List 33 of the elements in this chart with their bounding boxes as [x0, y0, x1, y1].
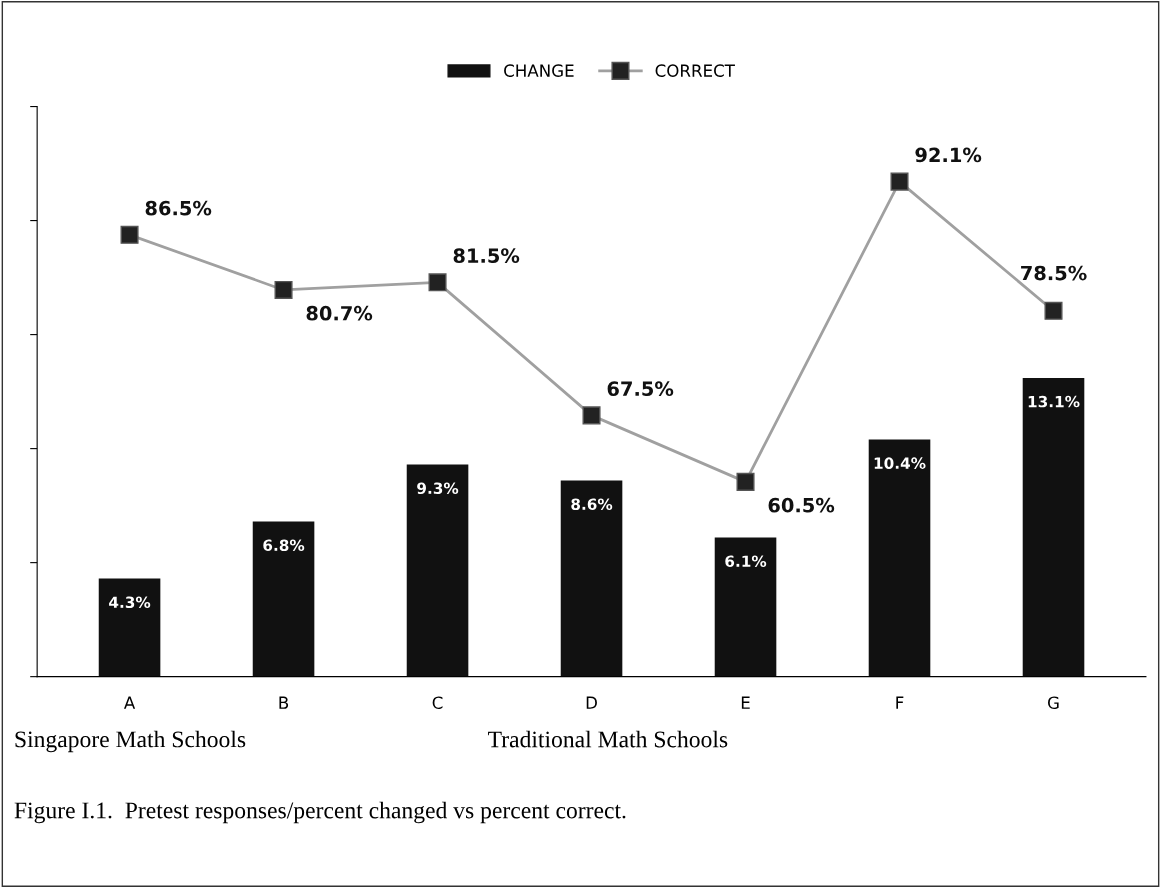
data-label: 78.5% — [1021, 265, 1087, 281]
data-label: 86.5% — [145, 200, 212, 216]
text: Figure I.1. Pretest responses/percent changed vs percent correct. — [14, 801, 626, 824]
data-label: 10.4% — [874, 457, 926, 469]
x-tick-label: C — [432, 696, 443, 709]
data-label: 13.1% — [1028, 395, 1080, 408]
bar — [868, 439, 931, 677]
bar — [560, 480, 623, 677]
bar — [406, 464, 469, 677]
data-label: 92.1% — [915, 147, 982, 163]
x-tick-label: F — [896, 696, 904, 709]
data-label: 80.7% — [306, 305, 373, 321]
data-label: 9.3% — [417, 482, 459, 495]
data-label: 4.3% — [109, 596, 151, 609]
bar — [252, 521, 315, 677]
bar — [1022, 377, 1085, 677]
data-label: 67.5% — [607, 381, 674, 396]
data-label: 6.8% — [263, 539, 305, 552]
data-label: 8.6% — [571, 498, 613, 510]
text: Traditional Math Schools — [488, 730, 728, 748]
x-tick-label: B — [279, 696, 289, 709]
legend-label: CHANGE — [504, 64, 574, 77]
bar — [98, 578, 161, 677]
x-tick-label: E — [741, 696, 750, 709]
data-label: 6.1% — [725, 555, 767, 567]
data-label: 81.5% — [453, 248, 520, 263]
data-label: 60.5% — [768, 497, 835, 513]
text: Singapore Math Schools — [15, 730, 246, 753]
x-tick-label: D — [586, 696, 597, 709]
legend-label: CORRECT — [655, 64, 735, 77]
x-tick-label: G — [1047, 696, 1059, 709]
x-tick-label: A — [123, 696, 136, 709]
bar — [714, 537, 777, 677]
